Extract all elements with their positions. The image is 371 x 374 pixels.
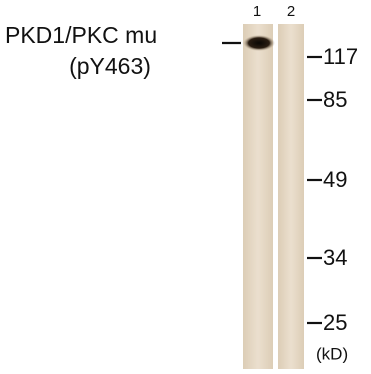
lane (278, 24, 304, 369)
lane-label: 1 (253, 3, 261, 20)
marker-label: 25 (323, 310, 347, 335)
band (243, 35, 275, 51)
lane (243, 24, 273, 369)
marker-label: 34 (323, 245, 347, 270)
protein-label: (pY463) (69, 53, 151, 79)
marker-label: 85 (323, 87, 347, 112)
protein-label: PKD1/PKC mu (5, 22, 157, 48)
blot-figure: PKD1/PKC mu (pY463) 1 2 117 85 49 34 25 … (0, 0, 371, 374)
marker-label: 49 (323, 167, 347, 192)
unit-label: (kD) (316, 344, 348, 363)
lane-label: 2 (287, 3, 295, 20)
marker-label: 117 (323, 44, 358, 69)
